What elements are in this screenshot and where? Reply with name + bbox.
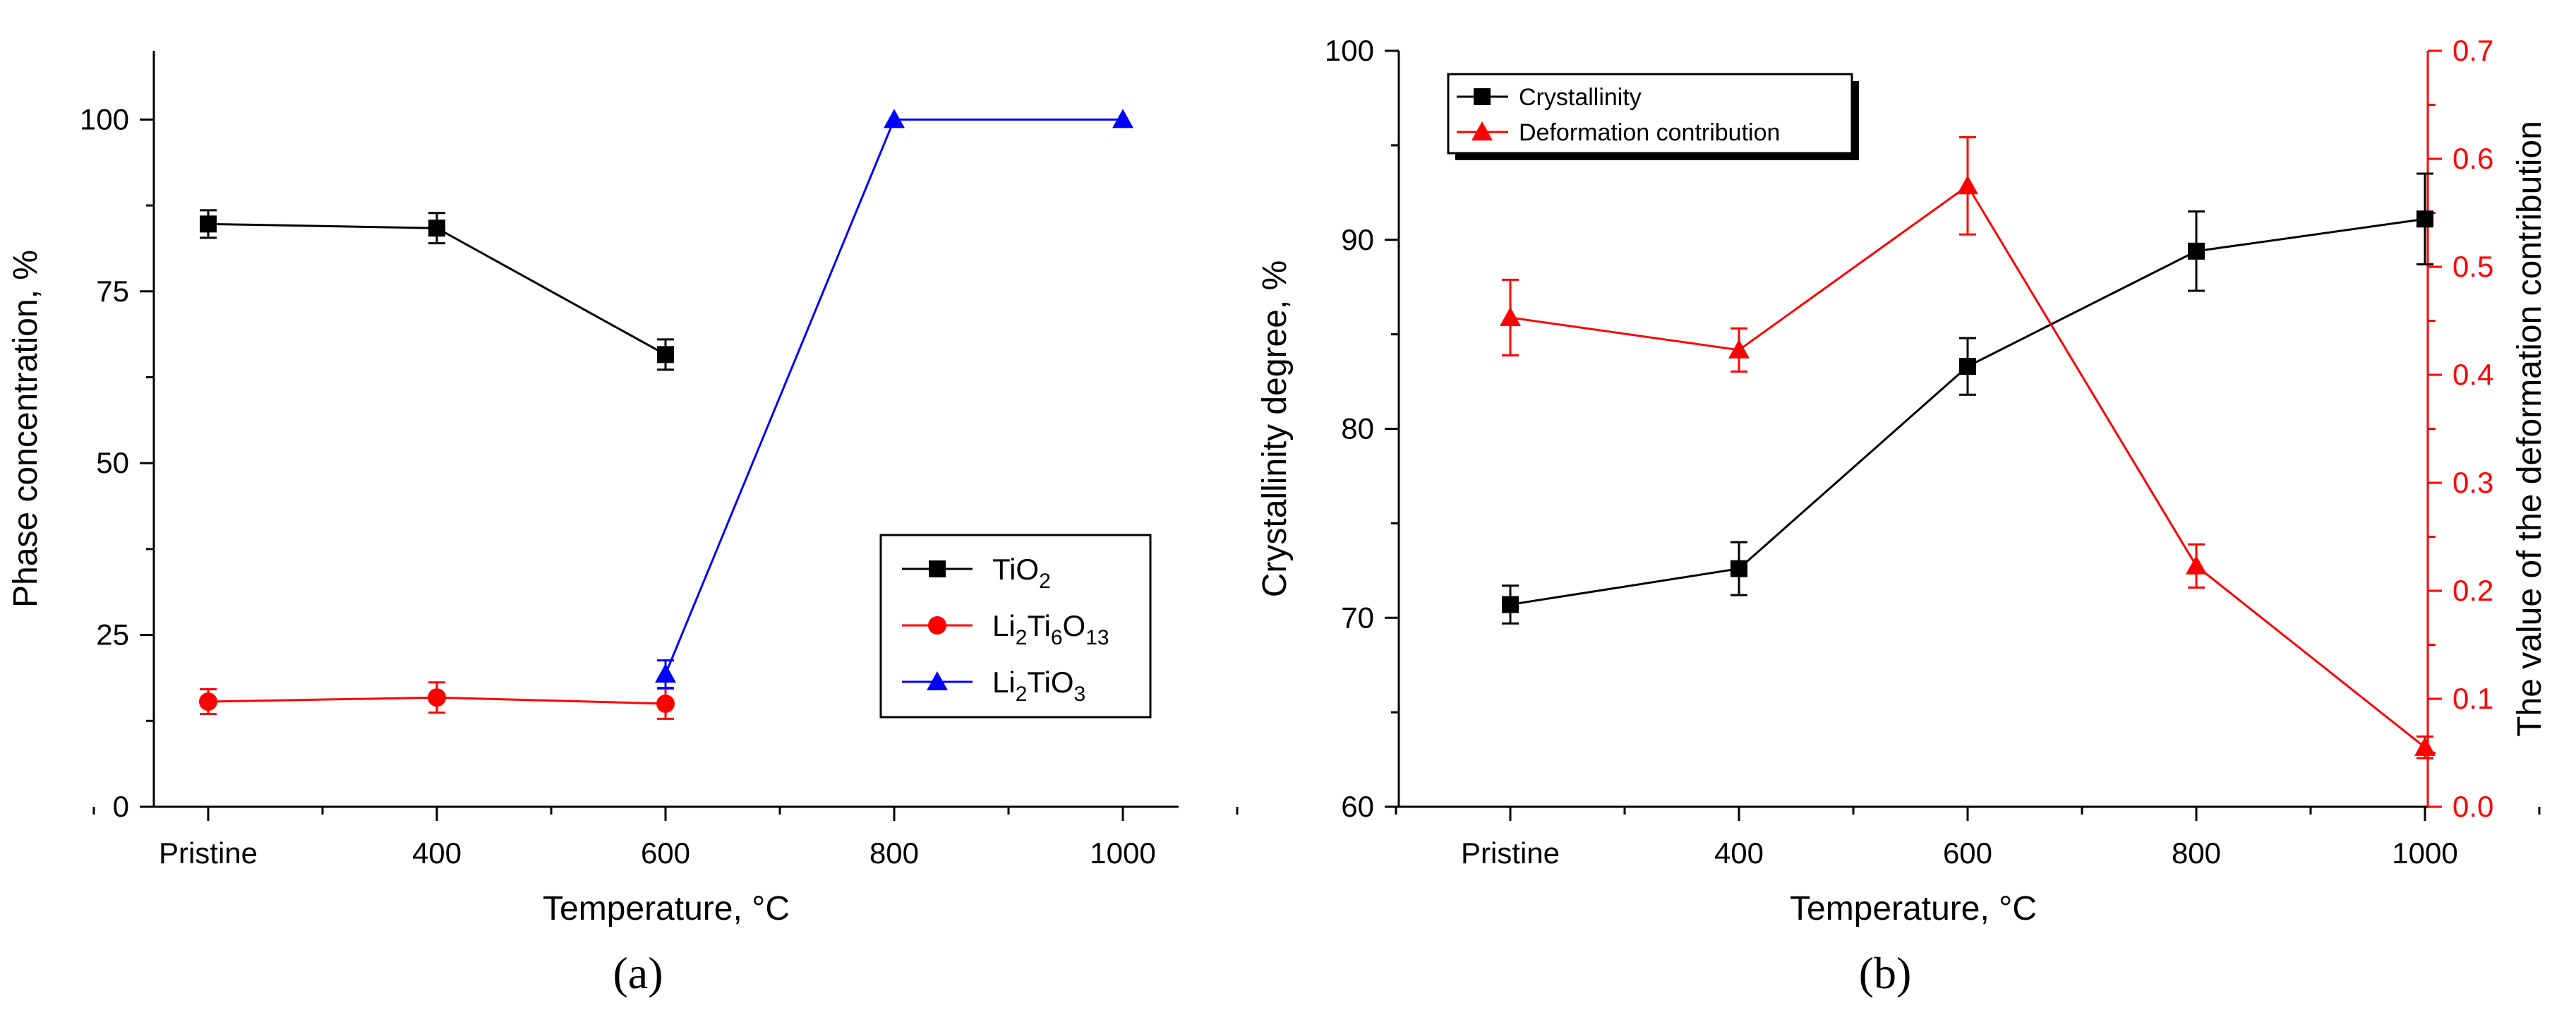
legend-text-part: TiO — [992, 553, 1039, 586]
data-point — [1728, 339, 1750, 359]
data-point — [1731, 560, 1747, 577]
x-tick-label: 400 — [412, 836, 462, 870]
legend-label: Li2TiO3 — [992, 666, 1085, 706]
x-tick-label: Pristine — [1461, 836, 1560, 870]
y2-tick-label: 0.0 — [2452, 790, 2493, 823]
legend-label: TiO2 — [992, 553, 1051, 593]
y2-axis-title: The value of the deformation contributio… — [2511, 121, 2548, 737]
x-tick-label: 800 — [2172, 836, 2221, 870]
chart-panel-b: Pristine 400 600 800 1000 60 70 80 90 100 Temperat… — [1256, 34, 2548, 998]
y-tick-label: 100 — [80, 102, 129, 136]
data-point — [2414, 736, 2436, 756]
y2-tick-label: 0.1 — [2452, 682, 2493, 715]
legend-entry: Crystallinity — [1457, 84, 1642, 111]
legend-label: Deformation contribution — [1519, 119, 1780, 146]
y-tick-label: 60 — [1341, 790, 1374, 823]
x-tick-label: 400 — [1714, 836, 1764, 870]
x-tick-label: Pristine — [159, 836, 258, 870]
data-point — [200, 215, 217, 233]
legend-entry: Deformation contribution — [1457, 119, 1780, 146]
data-point — [656, 694, 675, 713]
legend-text-part: Ti — [1027, 609, 1050, 642]
y-tick-label: 100 — [1325, 34, 1374, 67]
data-point — [1957, 175, 1978, 195]
y-axis-title: Phase concentration, % — [7, 250, 44, 608]
chart-panel-a: Pristine 400 600 800 1000 0 25 50 75 100 Temperatu… — [7, 51, 1239, 998]
legend-subscript: 2 — [1016, 683, 1028, 706]
series-line — [1510, 184, 2426, 749]
y-tick-label: 25 — [96, 618, 129, 651]
data-point — [657, 346, 674, 364]
legend-marker — [928, 616, 946, 635]
series-crystallinity — [1502, 172, 2433, 625]
y-tick-label: 80 — [1341, 412, 1374, 445]
data-point — [2188, 242, 2205, 260]
x-tick-label: 800 — [869, 836, 919, 870]
data-point — [1500, 306, 1521, 326]
data-point — [199, 692, 217, 711]
legend-marker — [1471, 121, 1493, 140]
y2-tick-label: 0.6 — [2452, 142, 2493, 175]
data-point — [2186, 555, 2207, 575]
panel-label: (b) — [1859, 948, 1912, 998]
series-line — [1510, 217, 2426, 606]
data-point — [884, 109, 905, 128]
series-li2tio3 — [655, 109, 1133, 690]
legend-text-part: TiO — [1027, 666, 1073, 699]
series-tio2 — [200, 209, 674, 371]
legend-entry: Li2Ti6O13 — [902, 609, 1109, 649]
data-point — [428, 220, 445, 237]
legend-label: Li2Ti6O13 — [992, 609, 1109, 649]
y2-tick-label: 0.5 — [2452, 250, 2493, 283]
data-point — [428, 688, 446, 707]
legend-text-part: Li — [992, 609, 1016, 642]
data-point — [1502, 596, 1519, 613]
legend-subscript: 6 — [1051, 626, 1063, 649]
legend-subscript: 2 — [1039, 570, 1051, 593]
legend-subscript: 3 — [1074, 683, 1086, 706]
y-axis-title: Crystallinity degree, % — [1256, 260, 1294, 598]
legend-entry: Li2TiO3 — [902, 666, 1085, 706]
x-tick-label: 600 — [641, 836, 690, 870]
y2-tick-label: 0.2 — [2452, 574, 2493, 607]
legend-text-part: O — [1063, 609, 1086, 642]
y2-tick-label: 0.4 — [2452, 358, 2493, 391]
legend-text-part: Li — [992, 666, 1016, 699]
y-tick-label: 50 — [96, 446, 129, 479]
legend-marker — [927, 671, 948, 690]
x-axis-title: Temperature, °C — [543, 890, 790, 927]
panel-label: (a) — [613, 948, 663, 998]
x-tick-label: 600 — [1943, 836, 1992, 870]
y-tick-label: 90 — [1341, 223, 1374, 256]
legend-subscript: 13 — [1085, 626, 1109, 649]
y-tick-label: 70 — [1341, 601, 1374, 634]
y2-tick-label: 0.7 — [2452, 34, 2493, 67]
legend-subscript: 2 — [1016, 626, 1028, 649]
x-tick-label: 1000 — [2392, 836, 2457, 870]
data-point — [1112, 109, 1133, 128]
data-point — [2416, 210, 2433, 228]
x-axis-title: Temperature, °C — [1790, 890, 2037, 927]
series-deformation-contribution — [1500, 136, 2436, 759]
y2-tick-label: 0.3 — [2452, 466, 2493, 499]
data-point — [1959, 358, 1976, 376]
legend-marker — [929, 560, 946, 577]
y-tick-label: 0 — [113, 790, 129, 823]
legend-box — [1447, 73, 1853, 155]
y-tick-label: 75 — [96, 275, 129, 308]
legend-entry: TiO2 — [902, 553, 1051, 593]
legend-label: Crystallinity — [1519, 84, 1642, 111]
data-point — [655, 663, 676, 683]
legend-marker — [1474, 88, 1491, 105]
series-li2ti6o13 — [199, 681, 675, 720]
x-tick-label: 1000 — [1090, 836, 1155, 870]
